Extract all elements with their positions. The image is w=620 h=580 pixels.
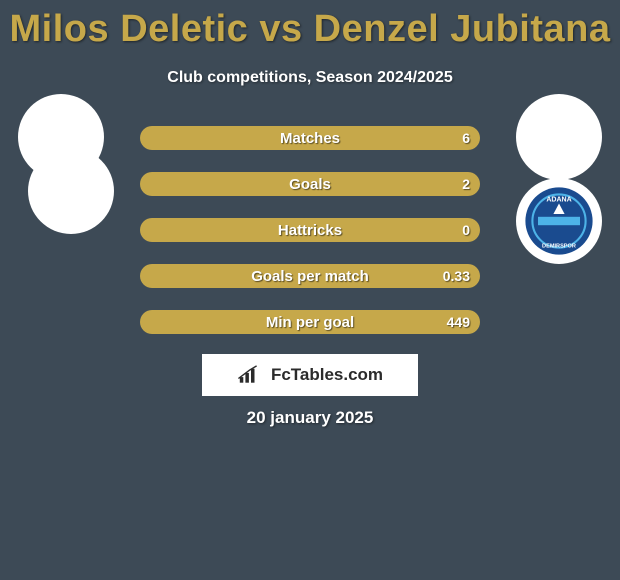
stat-value-right: 0 bbox=[462, 222, 470, 238]
stat-label: Goals bbox=[140, 176, 480, 193]
club-crest-icon: ADANA DEMIRSPOR bbox=[524, 186, 594, 256]
player2-club-badge: ADANA DEMIRSPOR bbox=[516, 178, 602, 264]
stat-value-right: 2 bbox=[462, 176, 470, 192]
stat-label: Min per goal bbox=[140, 314, 480, 331]
svg-text:ADANA: ADANA bbox=[546, 196, 571, 203]
stat-value-right: 6 bbox=[462, 130, 470, 146]
player1-club-badge-placeholder bbox=[28, 148, 114, 234]
stat-bar: Hattricks 0 bbox=[140, 218, 480, 242]
stats-bars-container: Matches 6 Goals 2 Hattricks 0 Goals per … bbox=[140, 126, 480, 356]
stat-bar: Goals per match 0.33 bbox=[140, 264, 480, 288]
stat-label: Matches bbox=[140, 130, 480, 147]
stat-value-right: 0.33 bbox=[443, 268, 470, 284]
snapshot-date: 20 january 2025 bbox=[0, 408, 620, 428]
stat-label: Hattricks bbox=[140, 222, 480, 239]
bar-chart-icon bbox=[237, 364, 265, 386]
stat-bar: Goals 2 bbox=[140, 172, 480, 196]
svg-text:DEMIRSPOR: DEMIRSPOR bbox=[542, 244, 576, 250]
stat-bar: Matches 6 bbox=[140, 126, 480, 150]
stat-label: Goals per match bbox=[140, 268, 480, 285]
stat-value-right: 449 bbox=[447, 314, 470, 330]
season-subtitle: Club competitions, Season 2024/2025 bbox=[0, 69, 620, 87]
page-title: Milos Deletic vs Denzel Jubitana bbox=[0, 0, 620, 51]
brand-text: FcTables.com bbox=[271, 365, 383, 385]
stat-bar: Min per goal 449 bbox=[140, 310, 480, 334]
player2-photo-placeholder bbox=[516, 94, 602, 180]
brand-footer[interactable]: FcTables.com bbox=[202, 354, 418, 396]
